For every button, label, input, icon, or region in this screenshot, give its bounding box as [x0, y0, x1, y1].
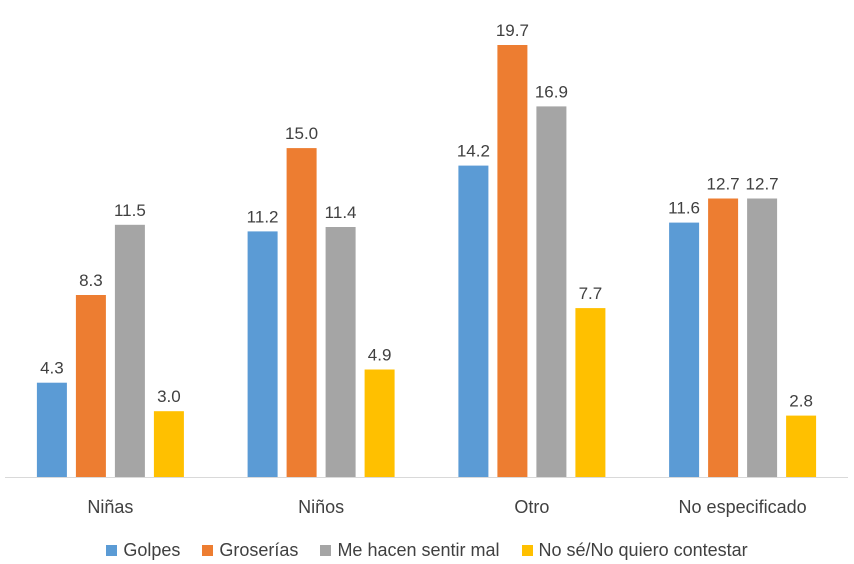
- value-label: 11.6: [668, 199, 700, 218]
- bar: [497, 45, 528, 477]
- value-label: 11.5: [114, 201, 146, 220]
- bar: [286, 148, 317, 477]
- legend-swatch: [106, 544, 118, 556]
- value-label: 7.7: [579, 284, 603, 303]
- legend-item: Golpes: [106, 540, 180, 561]
- bar: [153, 411, 184, 477]
- value-label: 3.0: [157, 387, 181, 406]
- value-label: 2.8: [789, 392, 813, 411]
- legend-swatch: [521, 544, 533, 556]
- bar: [786, 415, 817, 477]
- value-label: 12.7: [707, 175, 740, 194]
- bar: [114, 224, 145, 477]
- legend: Golpes Groserías Me hacen sentir mal No sé/…: [0, 537, 854, 563]
- legend-label: Groserías: [219, 539, 299, 560]
- bar: [536, 106, 567, 478]
- value-label: 4.9: [368, 346, 392, 365]
- bars-group: [36, 45, 817, 478]
- bar-chart: 4.3 8.3 11.5 3.0 11.2 15.0 11.4 4.9 14.2 19.7 16.9…: [5, 21, 848, 517]
- legend-item: Groserías: [202, 540, 298, 561]
- value-label: 12.7: [746, 175, 779, 194]
- legend-item: No sé/No quiero contestar: [521, 539, 748, 561]
- bar: [575, 308, 606, 477]
- legend-label: Me hacen sentir mal: [337, 539, 500, 560]
- bar: [247, 231, 278, 477]
- bar: [669, 222, 700, 477]
- value-label: 8.3: [79, 271, 103, 290]
- value-label: 11.2: [247, 207, 279, 226]
- bar: [364, 369, 395, 477]
- value-label: 15.0: [285, 124, 318, 143]
- value-label: 4.3: [40, 359, 64, 378]
- bar: [747, 198, 778, 477]
- category-labels-group: Niñas Niños Otro No especificado: [87, 497, 806, 517]
- bar: [458, 165, 489, 477]
- value-labels-group: 4.3 8.3 11.5 3.0 11.2 15.0 11.4 4.9 14.2 19.7 16.9…: [40, 21, 813, 411]
- value-label: 19.7: [496, 21, 529, 40]
- legend-label: No sé/No quiero contestar: [538, 539, 748, 560]
- value-label: 14.2: [457, 142, 490, 161]
- bar: [708, 198, 739, 477]
- category-label: Niñas: [87, 497, 133, 517]
- legend-label: Golpes: [123, 539, 181, 560]
- bar: [325, 227, 356, 477]
- legend-swatch: [320, 544, 332, 556]
- category-label: No especificado: [679, 497, 807, 517]
- legend-swatch: [202, 544, 214, 556]
- bar: [75, 295, 106, 477]
- category-label: Niños: [298, 497, 344, 517]
- bar: [36, 382, 67, 477]
- value-label: 11.4: [325, 203, 357, 222]
- category-label: Otro: [514, 497, 549, 517]
- value-label: 16.9: [535, 82, 568, 101]
- legend-item: Me hacen sentir mal: [320, 539, 500, 561]
